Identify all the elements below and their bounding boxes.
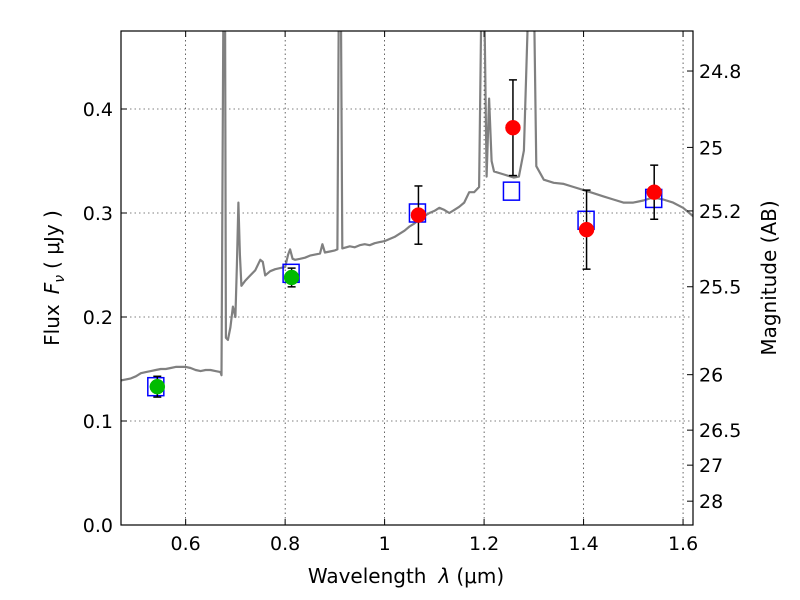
observed-nir-point [578, 221, 595, 238]
plot-frame [120, 30, 694, 526]
y2-tick-label: 25.5 [699, 277, 741, 299]
spectrum-line [121, 31, 693, 382]
x-axis: 0.6 0.8 1 1.2 1.4 1.6 [171, 31, 698, 555]
x-tick-label: 0.8 [270, 533, 300, 555]
observed-nir-point [646, 184, 662, 200]
x-axis-label-symbol: λ [438, 564, 451, 588]
y-axis-label-unit: ( μJy ) [40, 210, 64, 269]
y-tick-label: 0.4 [83, 99, 113, 121]
y2-tick-label: 24.8 [699, 61, 741, 83]
x-tick-label: 0.6 [171, 533, 201, 555]
x-axis-label: Wavelength λ (μm) [308, 564, 504, 588]
observed-optical-point [283, 269, 300, 286]
x-axis-label-unit: (μm) [456, 564, 504, 588]
y-axis-label-subscript: ν [52, 275, 68, 283]
plot-background [121, 31, 693, 525]
observed-nir-point [505, 119, 521, 136]
y-tick-label: 0.2 [83, 307, 113, 329]
x-tick-label: 1.2 [469, 533, 499, 555]
y-axis: 0.0 0.1 0.2 0.3 0.4 [83, 99, 127, 537]
x-tick-label: 1 [379, 533, 391, 555]
model-spectrum [121, 31, 693, 382]
observed-points [149, 79, 662, 398]
y2-tick-label: 28 [699, 491, 723, 513]
x-tick-label: 1.6 [668, 533, 698, 555]
y2-axis-label: Magnitude (AB) [757, 200, 781, 355]
y-axis-label-text: Flux [40, 304, 64, 346]
y-tick-label: 0.1 [83, 411, 113, 433]
model-photometry-square [502, 181, 521, 201]
y-tick-label: 0.3 [83, 203, 113, 225]
y2-tick-label: 25.2 [699, 201, 741, 223]
x-axis-label-text: Wavelength [308, 564, 427, 588]
y2-axis: 24.8 25 25.2 25.5 26 26.5 27 28 [687, 61, 741, 513]
y-axis-label-symbol: F [40, 282, 64, 294]
observed-nir-point [410, 207, 427, 223]
y-tick-label: 0.0 [83, 515, 113, 537]
y2-tick-label: 26 [699, 365, 723, 387]
y-axis-label: Flux Fν ( μJy ) [40, 210, 68, 346]
model-photometry [147, 181, 663, 397]
y2-tick-label: 26.5 [699, 420, 741, 442]
x-tick-label: 1.4 [568, 533, 598, 555]
observed-optical-point [149, 378, 166, 395]
y2-tick-label: 27 [699, 455, 723, 477]
y2-tick-label: 25 [699, 137, 723, 159]
